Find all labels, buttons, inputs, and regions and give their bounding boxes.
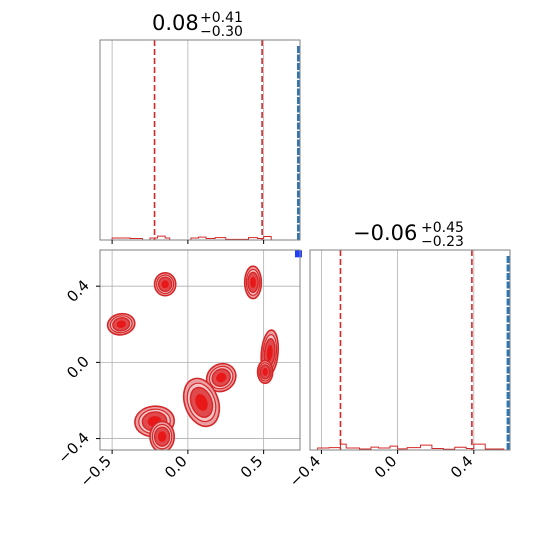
marginal-y-grid bbox=[321, 250, 475, 450]
joint-xtick-label-1: 0.0 bbox=[161, 452, 191, 482]
joint-ytick-label-0: −0.4 bbox=[54, 429, 92, 467]
marginal-y-histogram-steps bbox=[317, 443, 505, 450]
marginal-y-frame bbox=[309, 249, 511, 451]
joint-blob-1 bbox=[153, 272, 177, 297]
marginal-y-histogram bbox=[317, 256, 510, 450]
marginal-x-grid bbox=[111, 40, 265, 240]
joint-blob-core-5 bbox=[216, 372, 227, 383]
joint-blob-0 bbox=[106, 312, 136, 336]
joint-blob-core-0 bbox=[116, 320, 126, 328]
joint-blob-core-6 bbox=[195, 393, 208, 411]
marginal-y-tick-label-0: −0.4 bbox=[286, 452, 324, 490]
joint-xtick-label-0: −0.5 bbox=[76, 452, 114, 490]
joint-contours bbox=[106, 265, 280, 450]
joint-panel: −0.5 0.0 0.5 −0.4 0.0 0.4 bbox=[54, 249, 302, 491]
marginal-y-title-minus: −0.23 bbox=[421, 234, 464, 250]
marginal-x-ticks bbox=[111, 240, 265, 244]
joint-xtick-label-2: 0.5 bbox=[237, 452, 267, 482]
marginal-x-quantiles bbox=[153, 40, 263, 240]
joint-ytick-label-2: 0.4 bbox=[63, 276, 93, 306]
joint-truth-marker bbox=[294, 250, 302, 258]
marginal-x-title-value: 0.08 bbox=[152, 11, 199, 35]
marginal-y-panel: −0.06 +0.45 −0.23 −0.4 0.0 0.4 bbox=[286, 220, 511, 491]
joint-frame bbox=[99, 249, 301, 451]
joint-blob-8 bbox=[149, 420, 176, 450]
joint-ticks: −0.5 0.0 0.5 −0.4 0.0 0.4 bbox=[54, 276, 266, 490]
joint-blob-2 bbox=[243, 265, 263, 300]
joint-blob-core-1 bbox=[161, 280, 169, 289]
joint-blob-core-3 bbox=[266, 344, 273, 361]
marginal-x-histogram bbox=[111, 46, 300, 240]
marginal-y-title-plus: +0.45 bbox=[421, 220, 464, 236]
marginal-y-quantiles bbox=[339, 250, 473, 450]
joint-blob-6 bbox=[182, 377, 221, 428]
joint-blob-4 bbox=[256, 359, 274, 385]
marginal-x-histogram-steps bbox=[111, 235, 297, 240]
truth-marker bbox=[294, 250, 302, 258]
marginal-x-frame bbox=[99, 39, 301, 241]
joint-ytick-label-1: 0.0 bbox=[63, 352, 93, 382]
joint-blob-core-4 bbox=[262, 367, 268, 376]
marginal-y-tick-label-2: 0.4 bbox=[447, 452, 477, 482]
joint-blob-core-2 bbox=[250, 276, 256, 289]
marginal-x-panel: 0.08 +0.41 −0.30 bbox=[99, 10, 301, 244]
joint-blob-core-8 bbox=[157, 431, 167, 442]
marginal-y-ticks: −0.4 0.0 0.4 bbox=[286, 450, 477, 491]
marginal-y-title-value: −0.06 bbox=[353, 221, 417, 245]
marginal-y-tick-label-1: 0.0 bbox=[371, 452, 401, 482]
marginal-x-title-minus: −0.30 bbox=[200, 24, 243, 40]
marginal-x-title-plus: +0.41 bbox=[200, 10, 243, 26]
joint-blob-5 bbox=[205, 362, 237, 393]
